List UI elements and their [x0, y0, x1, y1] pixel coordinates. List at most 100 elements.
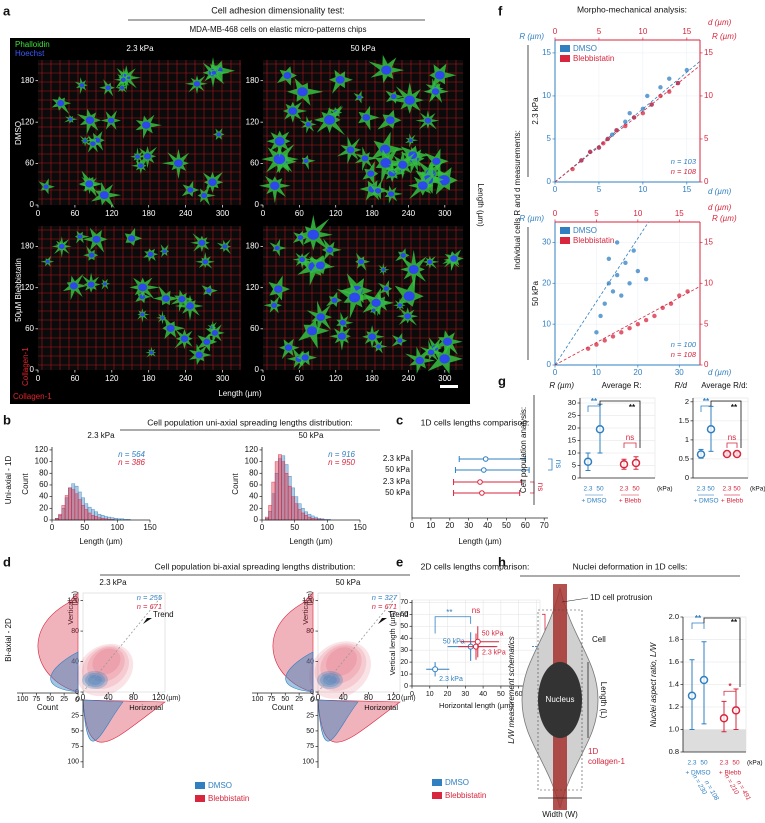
nucleus [195, 351, 203, 359]
trend-arrow [378, 618, 387, 624]
panel-letter: f [498, 3, 503, 18]
y-tick-label: 10 [542, 319, 551, 328]
legend-swatch [560, 55, 570, 62]
density-cloud [320, 673, 340, 687]
x-tick-label: 120 [387, 693, 401, 702]
nucleus [385, 116, 395, 125]
bracket [700, 405, 712, 412]
nucleus [203, 338, 211, 345]
scatter-point [602, 301, 607, 306]
nucleus [211, 330, 219, 336]
nucleus [274, 285, 283, 293]
scatter-point [645, 93, 650, 99]
panel-subtitle: MDA-MB-468 cells on elastic micro-patter… [190, 25, 367, 34]
nucleus [193, 81, 201, 87]
x-tick-label: 120 [105, 209, 119, 218]
nucleus [166, 324, 175, 332]
axis-label: Length (µm) [79, 537, 123, 546]
y-tick-label: 25 [568, 410, 576, 419]
nucleus [337, 332, 346, 340]
nucleus [315, 261, 325, 270]
panel-title: Morpho-mechanical analysis: [577, 4, 687, 14]
x-tick-label: 50 [46, 696, 54, 703]
x-tick-label: 50 [700, 760, 708, 767]
x-tick-label: 10 [633, 209, 642, 218]
y-tick-label: 120 [246, 283, 260, 292]
legend-label: DMSO [573, 44, 597, 53]
x-tick-label: 10 [426, 521, 435, 530]
trend-label: Trend [153, 610, 174, 619]
y-tick-label: 15 [542, 48, 551, 57]
scatter-point [610, 334, 616, 339]
x-tick-label: 10 [638, 185, 647, 194]
nucleus [415, 356, 424, 365]
y-tick-label: 120 [35, 445, 49, 454]
y-tick-label: 0 [310, 697, 314, 704]
x-tick-label: 0 [260, 523, 265, 532]
mean-marker [619, 460, 629, 469]
scatter-point [606, 256, 612, 261]
y-tick-label: 40 [249, 492, 258, 501]
y-tick-label: 0.8 [669, 747, 679, 756]
x-tick-label: 0 [553, 185, 558, 194]
unit-label: (µm) [166, 695, 181, 702]
y-tick-label: 60 [249, 480, 258, 489]
y-tick-label: 25 [306, 712, 314, 719]
y-tick-label: 180 [21, 76, 35, 85]
scatter-point [660, 305, 665, 310]
mean-marker [731, 706, 741, 715]
histogram-bar [74, 493, 79, 521]
bracket [530, 481, 535, 494]
axis-label: R (µm) [519, 214, 544, 223]
x-tick-label: 0 [553, 209, 558, 218]
x-tick-label: 80 [364, 693, 373, 702]
x-tick-label: 0 [76, 696, 80, 703]
nucleus [208, 178, 217, 186]
y-tick-label: 100 [302, 759, 314, 766]
nucleus [358, 259, 364, 265]
nucleus [400, 253, 406, 258]
n-label: n = 327 [372, 593, 398, 602]
y-tick-label: 120 [21, 117, 35, 126]
marginal-distribution [50, 651, 79, 693]
cell [400, 145, 430, 172]
x-tick-label: 75 [268, 696, 276, 703]
scatter-point [570, 166, 575, 172]
stain-label: Hoechst [15, 49, 45, 58]
x-tick-label: 120 [329, 209, 343, 218]
axis-label: R (µm) [712, 214, 737, 223]
x-tick-label: 180 [142, 374, 156, 383]
nucleus [438, 175, 450, 186]
histogram-bar [87, 512, 92, 521]
nucleus [120, 77, 126, 82]
scatter-point [667, 76, 672, 81]
plot-title: 2.3 kPa [99, 578, 127, 587]
scatter-point [610, 289, 616, 294]
trend-line [82, 596, 162, 693]
histogram-bar [281, 461, 286, 521]
x-tick-label: 5 [594, 209, 599, 218]
nucleus [120, 86, 125, 90]
nucleus [404, 313, 412, 320]
group-label: + Blebb [619, 498, 642, 505]
y-tick-label: 30 [568, 398, 576, 407]
scatter-point [635, 268, 641, 274]
nucleus [186, 302, 194, 310]
unit-label: (kPa) [747, 760, 763, 767]
legend-swatch [560, 227, 570, 234]
nucleus [222, 244, 228, 249]
significance: ** [703, 397, 710, 406]
x-tick-label: 0 [316, 693, 321, 702]
x-tick-label: 50 [596, 486, 604, 493]
scatter-point [619, 293, 624, 298]
nucleus [374, 187, 382, 194]
nucleus [305, 122, 311, 127]
nucleus [383, 286, 389, 291]
nucleus [397, 338, 403, 344]
y-tick-label: 120 [67, 597, 79, 604]
histogram-bar [64, 495, 69, 521]
x-tick-label: 30 [675, 368, 684, 377]
y-tick-label: 20 [568, 423, 576, 432]
y-tick-label: 1 [685, 435, 689, 444]
